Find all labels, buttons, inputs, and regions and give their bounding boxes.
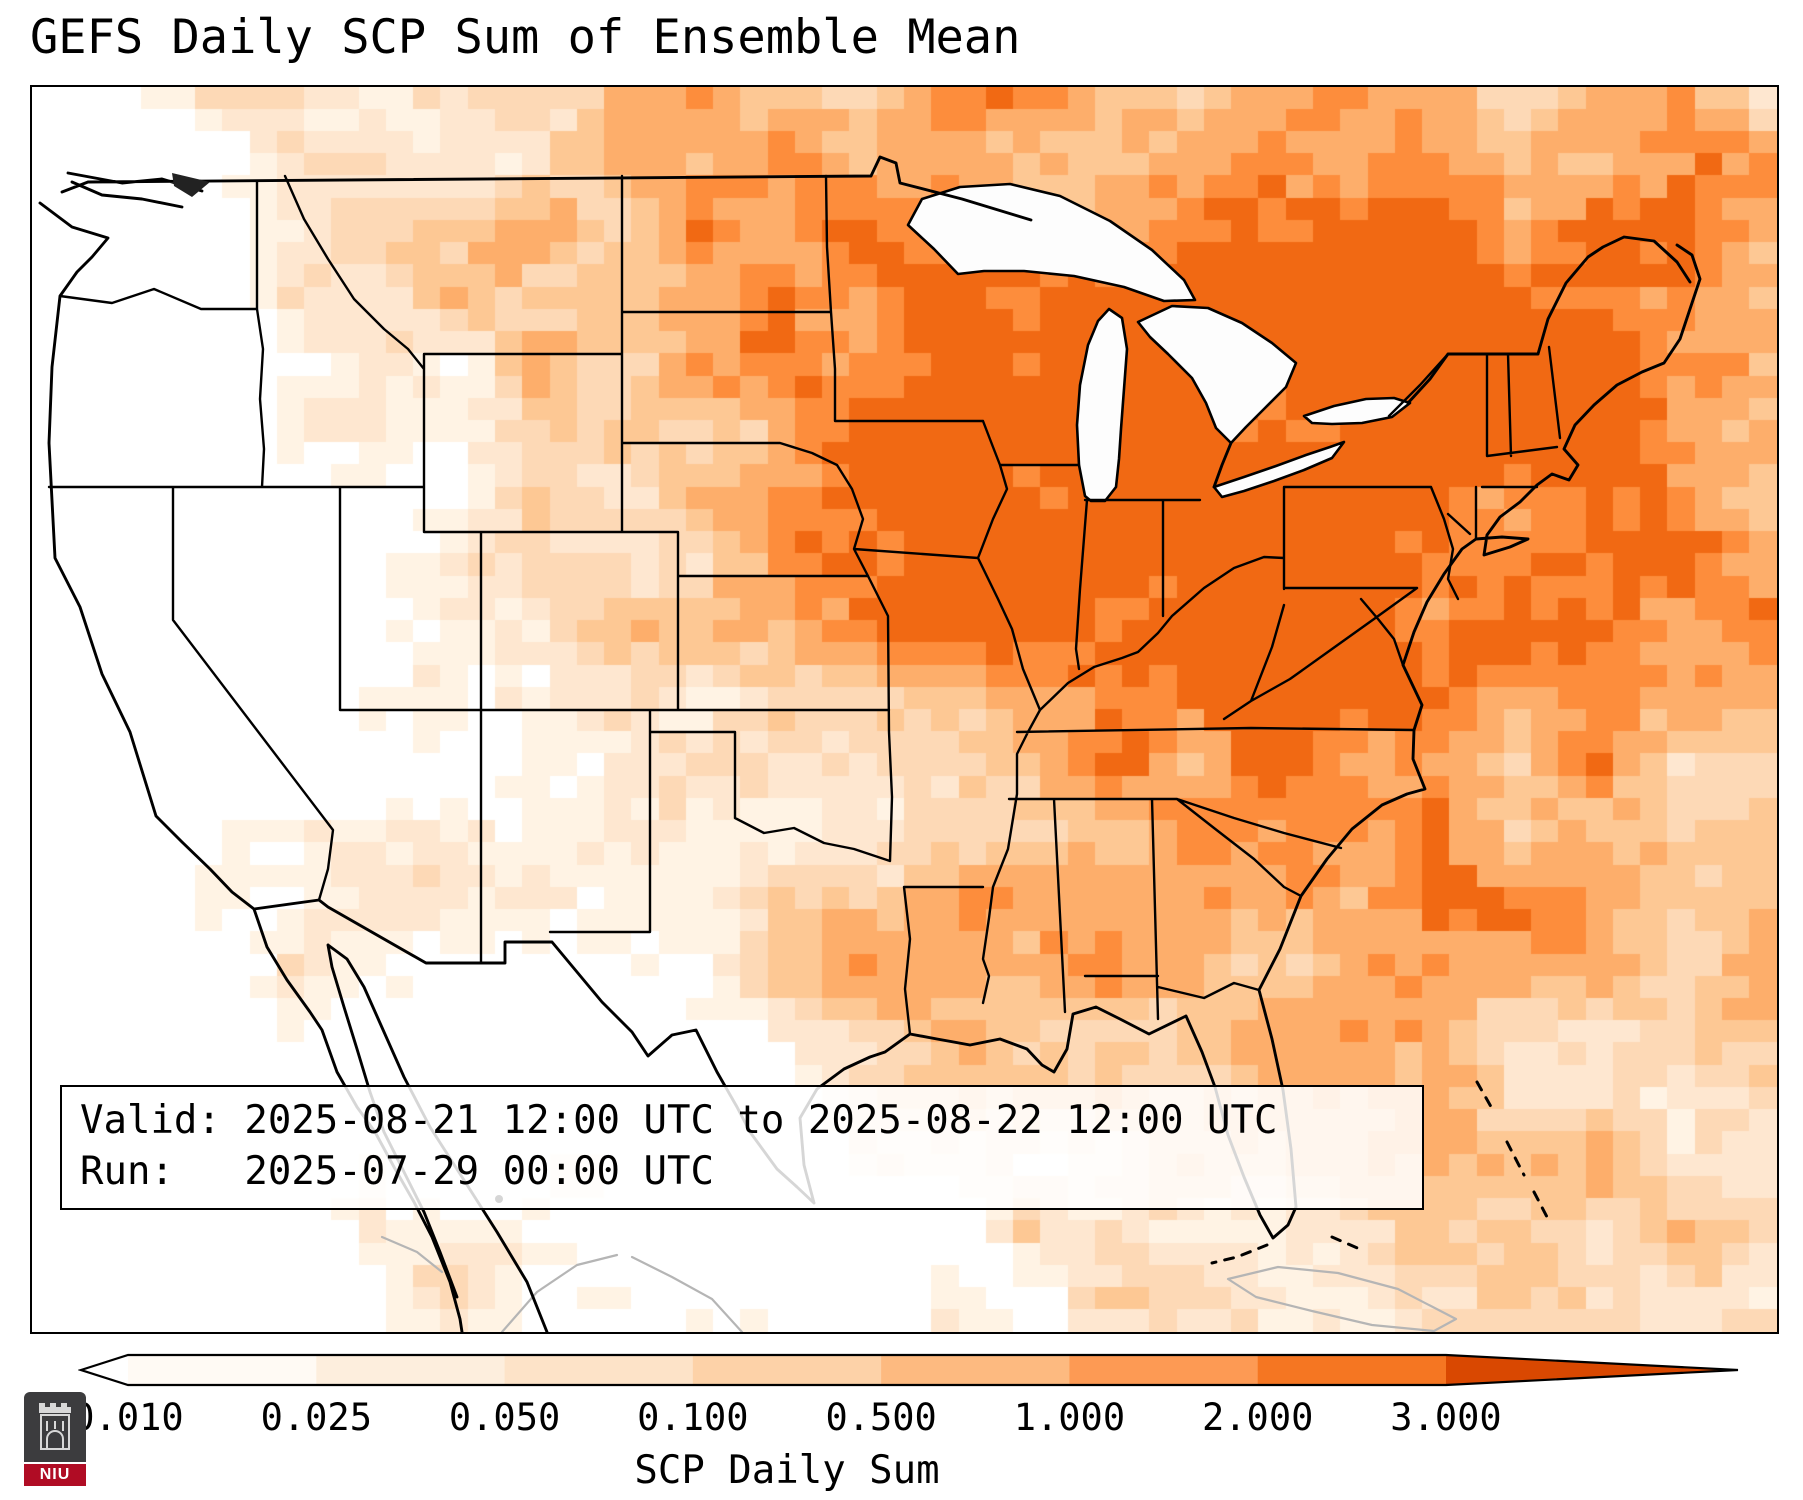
colorbar-tick: 0.500 xyxy=(825,1396,937,1439)
castle-icon xyxy=(39,1403,71,1450)
island-dashes xyxy=(1210,1080,1549,1265)
mexico-cuba-gray-outlines xyxy=(380,1235,1458,1332)
colorbar-tick: 1.000 xyxy=(1013,1396,1126,1439)
colorbar-ticks: 0.010 0.025 0.050 0.100 0.500 1.000 2.000 3.000 xyxy=(72,1396,1743,1442)
valid-run-box: Valid: 2025-08-21 12:00 UTC to 2025-08-22… xyxy=(60,1085,1424,1210)
colorbar-tick: 2.000 xyxy=(1202,1396,1314,1439)
colorbar xyxy=(77,1352,1743,1388)
niu-logo: NIU xyxy=(24,1392,86,1490)
run-label: Run: xyxy=(80,1149,174,1195)
northwest-islands xyxy=(172,173,210,197)
geography-overlay xyxy=(38,155,1702,1332)
niu-wordmark: NIU xyxy=(24,1462,86,1486)
page-title: GEFS Daily SCP Sum of Ensemble Mean xyxy=(30,10,1021,65)
valid-value: 2025-08-21 12:00 UTC to 2025-08-22 12:00… xyxy=(244,1098,1278,1143)
colorbar-tick: 0.025 xyxy=(260,1396,372,1439)
colorbar-svg xyxy=(77,1353,1739,1387)
colorbar-tick: 0.010 xyxy=(72,1396,184,1439)
colorbar-tick: 0.050 xyxy=(448,1396,561,1439)
state-borders xyxy=(47,174,1562,1036)
valid-label: Valid: xyxy=(80,1098,221,1143)
forecast-map: Valid: 2025-08-21 12:00 UTC to 2025-08-22… xyxy=(30,85,1779,1334)
niu-shield-icon xyxy=(24,1392,86,1462)
colorbar-label: SCP Daily Sum xyxy=(634,1448,940,1493)
great-lakes xyxy=(906,182,1412,503)
colorbar-tick: 3.000 xyxy=(1390,1396,1502,1439)
colorbar-tick: 0.100 xyxy=(637,1396,749,1439)
run-value: 2025-07-29 00:00 UTC xyxy=(244,1149,714,1195)
